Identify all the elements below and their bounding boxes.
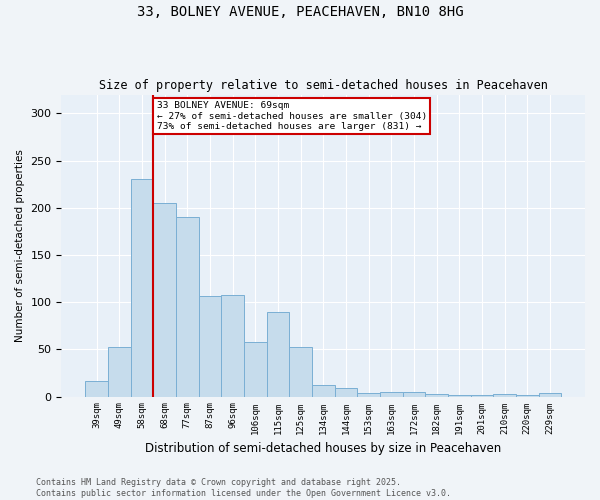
Bar xyxy=(357,393,380,396)
X-axis label: Distribution of semi-detached houses by size in Peacehaven: Distribution of semi-detached houses by … xyxy=(145,442,502,455)
Bar xyxy=(448,394,470,396)
Bar xyxy=(108,346,131,397)
Bar xyxy=(470,394,493,396)
Bar xyxy=(516,394,539,396)
Text: 33 BOLNEY AVENUE: 69sqm
← 27% of semi-detached houses are smaller (304)
73% of s: 33 BOLNEY AVENUE: 69sqm ← 27% of semi-de… xyxy=(157,101,427,131)
Bar xyxy=(85,382,108,396)
Bar xyxy=(403,392,425,396)
Bar xyxy=(289,348,312,397)
Bar xyxy=(312,385,335,396)
Title: Size of property relative to semi-detached houses in Peacehaven: Size of property relative to semi-detach… xyxy=(99,79,548,92)
Bar xyxy=(221,294,244,396)
Bar xyxy=(493,394,516,396)
Y-axis label: Number of semi-detached properties: Number of semi-detached properties xyxy=(15,149,25,342)
Bar xyxy=(244,342,266,396)
Bar xyxy=(176,217,199,396)
Bar xyxy=(380,392,403,396)
Bar xyxy=(131,180,153,396)
Bar xyxy=(266,312,289,396)
Bar xyxy=(153,203,176,396)
Bar xyxy=(539,393,561,396)
Bar xyxy=(199,296,221,396)
Text: Contains HM Land Registry data © Crown copyright and database right 2025.
Contai: Contains HM Land Registry data © Crown c… xyxy=(36,478,451,498)
Bar xyxy=(425,394,448,396)
Bar xyxy=(335,388,357,396)
Text: 33, BOLNEY AVENUE, PEACEHAVEN, BN10 8HG: 33, BOLNEY AVENUE, PEACEHAVEN, BN10 8HG xyxy=(137,5,463,19)
